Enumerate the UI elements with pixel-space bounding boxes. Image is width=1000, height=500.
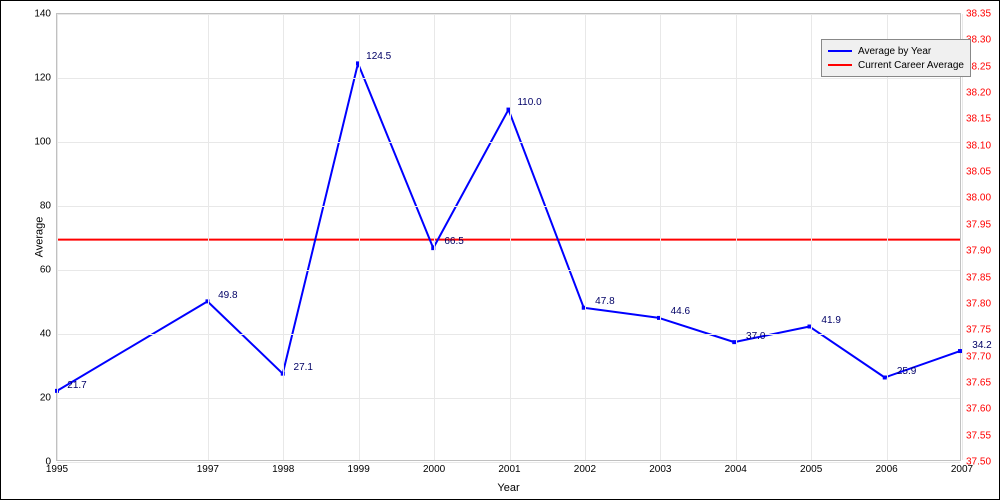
legend-label: Current Career Average	[858, 60, 964, 71]
grid-line	[283, 14, 284, 460]
legend-item: Current Career Average	[828, 58, 964, 72]
x-axis-title: Year	[497, 482, 519, 494]
y2-tick-label: 38.10	[966, 140, 1000, 151]
grid-line	[585, 14, 586, 460]
x-tick-label: 2001	[498, 464, 520, 475]
grid-line	[57, 334, 960, 335]
x-tick-label: 2000	[423, 464, 445, 475]
series-line	[57, 63, 960, 390]
chart-svg	[57, 14, 960, 460]
y2-tick-label: 38.35	[966, 9, 1000, 20]
x-tick-label: 1995	[46, 464, 68, 475]
x-tick-label: 1997	[197, 464, 219, 475]
grid-line	[736, 14, 737, 460]
y2-tick-label: 37.80	[966, 298, 1000, 309]
legend-label: Average by Year	[858, 46, 931, 57]
legend-item: Average by Year	[828, 44, 964, 58]
x-tick-label: 1998	[272, 464, 294, 475]
grid-line	[57, 270, 960, 271]
y-tick-label: 100	[11, 137, 51, 148]
grid-line	[57, 398, 960, 399]
y2-tick-label: 38.05	[966, 167, 1000, 178]
y2-tick-label: 37.75	[966, 325, 1000, 336]
grid-line	[887, 14, 888, 460]
data-label: 34.2	[972, 340, 991, 351]
y-tick-label: 60	[11, 265, 51, 276]
y2-tick-label: 37.65	[966, 377, 1000, 388]
y2-tick-label: 37.85	[966, 272, 1000, 283]
y-tick-label: 140	[11, 9, 51, 20]
legend: Average by Year Current Career Average	[821, 39, 971, 77]
grid-line	[359, 14, 360, 460]
x-tick-label: 2007	[951, 464, 973, 475]
grid-line	[811, 14, 812, 460]
y-tick-label: 40	[11, 329, 51, 340]
grid-line	[208, 14, 209, 460]
y2-tick-label: 37.60	[966, 404, 1000, 415]
y2-tick-label: 38.30	[966, 35, 1000, 46]
plot-area: Average Year 02040608010012014037.5037.5…	[56, 13, 961, 461]
y-tick-label: 120	[11, 73, 51, 84]
y2-tick-label: 38.25	[966, 61, 1000, 72]
grid-line	[57, 206, 960, 207]
y-tick-label: 80	[11, 201, 51, 212]
legend-swatch	[828, 64, 852, 66]
grid-line	[57, 142, 960, 143]
y2-tick-label: 37.55	[966, 430, 1000, 441]
y2-tick-label: 38.20	[966, 88, 1000, 99]
grid-line	[57, 78, 960, 79]
grid-line	[57, 462, 960, 463]
grid-line	[57, 14, 960, 15]
x-tick-label: 1999	[348, 464, 370, 475]
y2-tick-label: 37.70	[966, 351, 1000, 362]
grid-line	[57, 14, 58, 460]
y-tick-label: 20	[11, 393, 51, 404]
x-tick-label: 2004	[725, 464, 747, 475]
grid-line	[660, 14, 661, 460]
x-tick-label: 2005	[800, 464, 822, 475]
y-axis-title: Average	[33, 217, 45, 258]
legend-swatch	[828, 50, 852, 52]
grid-line	[962, 14, 963, 460]
grid-line	[510, 14, 511, 460]
x-tick-label: 2002	[574, 464, 596, 475]
y2-tick-label: 37.90	[966, 246, 1000, 257]
y2-tick-label: 38.00	[966, 193, 1000, 204]
y2-tick-label: 37.95	[966, 219, 1000, 230]
chart-container: Average Year 02040608010012014037.5037.5…	[0, 0, 1000, 500]
x-tick-label: 2006	[875, 464, 897, 475]
y2-tick-label: 38.15	[966, 114, 1000, 125]
grid-line	[434, 14, 435, 460]
x-tick-label: 2003	[649, 464, 671, 475]
